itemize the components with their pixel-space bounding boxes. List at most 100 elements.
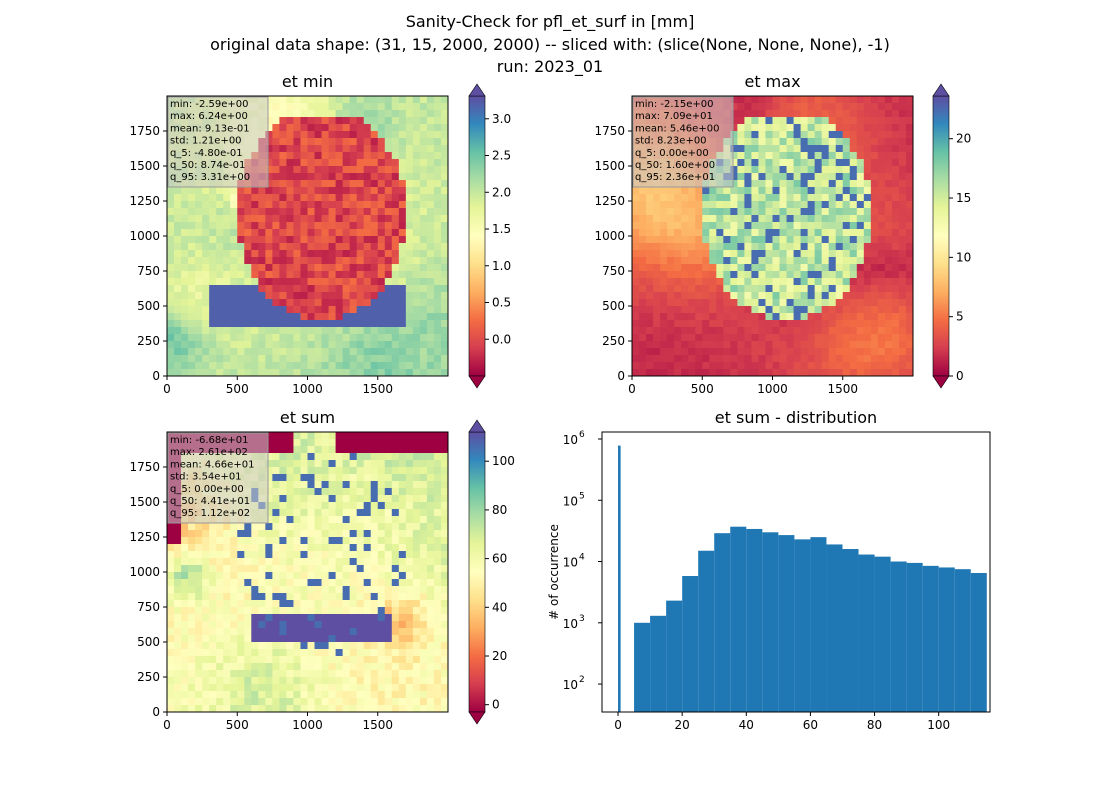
heatmap-cell <box>188 677 196 685</box>
heatmap-cell <box>279 432 287 440</box>
heatmap-cell <box>356 292 365 300</box>
heatmap-cell <box>202 201 210 209</box>
heatmap-cell <box>384 663 393 671</box>
heatmap-cell <box>905 271 914 279</box>
heatmap-cell <box>419 334 428 342</box>
heatmap-cell <box>405 208 414 216</box>
heatmap-cell <box>370 327 379 335</box>
heatmap-cell <box>286 467 294 475</box>
heatmap-cell <box>286 460 294 468</box>
heatmap-cell <box>905 334 914 342</box>
heatmap-cell <box>307 649 315 657</box>
heatmap-cell <box>293 215 301 223</box>
heatmap-cell <box>335 698 344 706</box>
heatmap-cell <box>384 250 393 258</box>
heatmap-cell <box>384 677 393 685</box>
heatmap-cell <box>300 320 308 328</box>
heatmap-cell <box>363 600 372 608</box>
heatmap-cell <box>758 236 766 244</box>
heatmap-cell <box>272 320 280 328</box>
heatmap-cell <box>863 327 872 335</box>
heatmap-cell <box>202 306 210 314</box>
heatmap-cell <box>321 579 329 587</box>
heatmap-cell <box>405 635 414 643</box>
heatmap-cell <box>328 180 337 188</box>
heatmap-cell <box>307 320 315 328</box>
heatmap-cell <box>660 187 668 195</box>
heatmap-cell <box>335 257 344 265</box>
heatmap-cell <box>814 334 823 342</box>
heatmap-cell <box>265 481 273 489</box>
heatmap-cell <box>244 614 252 622</box>
heatmap-cell <box>419 586 428 594</box>
heatmap-cell <box>695 278 703 286</box>
heatmap-cell <box>300 173 308 181</box>
heatmap-cell <box>765 117 773 125</box>
heatmap-cell <box>433 670 442 678</box>
heatmap-cell <box>891 166 900 174</box>
heatmap-cell <box>370 131 379 139</box>
heatmap-cell <box>363 670 372 678</box>
heatmap-cell <box>307 600 315 608</box>
heatmap-cell <box>814 159 823 167</box>
heatmap-cell <box>174 208 182 216</box>
heatmap-cell <box>328 103 337 111</box>
heatmap-cell <box>646 215 654 223</box>
figure-title-line-2: original data shape: (31, 15, 2000, 2000… <box>210 35 890 54</box>
heatmap-cell <box>216 236 224 244</box>
heatmap-cell <box>440 341 449 349</box>
heatmap-cell <box>898 250 907 258</box>
heatmap-cell <box>391 439 400 447</box>
heatmap-cell <box>765 348 773 356</box>
heatmap-cell <box>426 523 435 531</box>
heatmap-cell <box>244 523 252 531</box>
heatmap-cell <box>202 558 210 566</box>
heatmap-cell <box>856 166 865 174</box>
heatmap-cell <box>863 124 872 132</box>
heatmap-cell <box>870 145 879 153</box>
heatmap-cell <box>440 607 449 615</box>
heatmap-cell <box>856 124 865 132</box>
colorbar-tick-label: 5 <box>956 310 964 324</box>
heatmap-cell <box>849 110 858 118</box>
heatmap-cell <box>751 236 759 244</box>
heatmap-cell <box>412 460 421 468</box>
heatmap-cell <box>328 565 337 573</box>
stats-line: max: 2.61e+02 <box>170 447 248 458</box>
heatmap-cell <box>384 243 393 251</box>
heatmap-cell <box>272 474 280 482</box>
heatmap-cell <box>870 271 879 279</box>
heatmap-cell <box>433 124 442 132</box>
heatmap-cell <box>167 621 175 629</box>
heatmap-cell <box>195 187 203 195</box>
heatmap-cell <box>793 313 802 321</box>
heatmap-cell <box>730 222 738 230</box>
heatmap-cell <box>779 180 787 188</box>
heatmap-cell <box>202 551 210 559</box>
heatmap-cell <box>835 131 844 139</box>
heatmap-cell <box>835 292 844 300</box>
heatmap-cell <box>307 292 315 300</box>
heatmap-cell <box>688 362 696 370</box>
heatmap-cell <box>412 432 421 440</box>
heatmap-cell <box>891 187 900 195</box>
heatmap-cell <box>814 250 823 258</box>
heatmap-cell <box>223 663 231 671</box>
heatmap-cell <box>772 236 780 244</box>
heatmap-cell <box>891 96 900 104</box>
heatmap-cell <box>237 677 245 685</box>
heatmap-cell <box>667 215 675 223</box>
heatmap-cell <box>405 327 414 335</box>
heatmap-cell <box>307 278 315 286</box>
heatmap-cell <box>433 600 442 608</box>
heatmap-cell <box>440 474 449 482</box>
heatmap-cell <box>174 537 182 545</box>
heatmap-cell <box>265 621 273 629</box>
heatmap-cell <box>419 327 428 335</box>
heatmap-cell <box>293 607 301 615</box>
heatmap-cell <box>723 194 731 202</box>
heatmap-cell <box>384 96 393 104</box>
heatmap-cell <box>681 355 689 363</box>
heatmap-cell <box>398 208 407 216</box>
heatmap-cell <box>772 285 780 293</box>
